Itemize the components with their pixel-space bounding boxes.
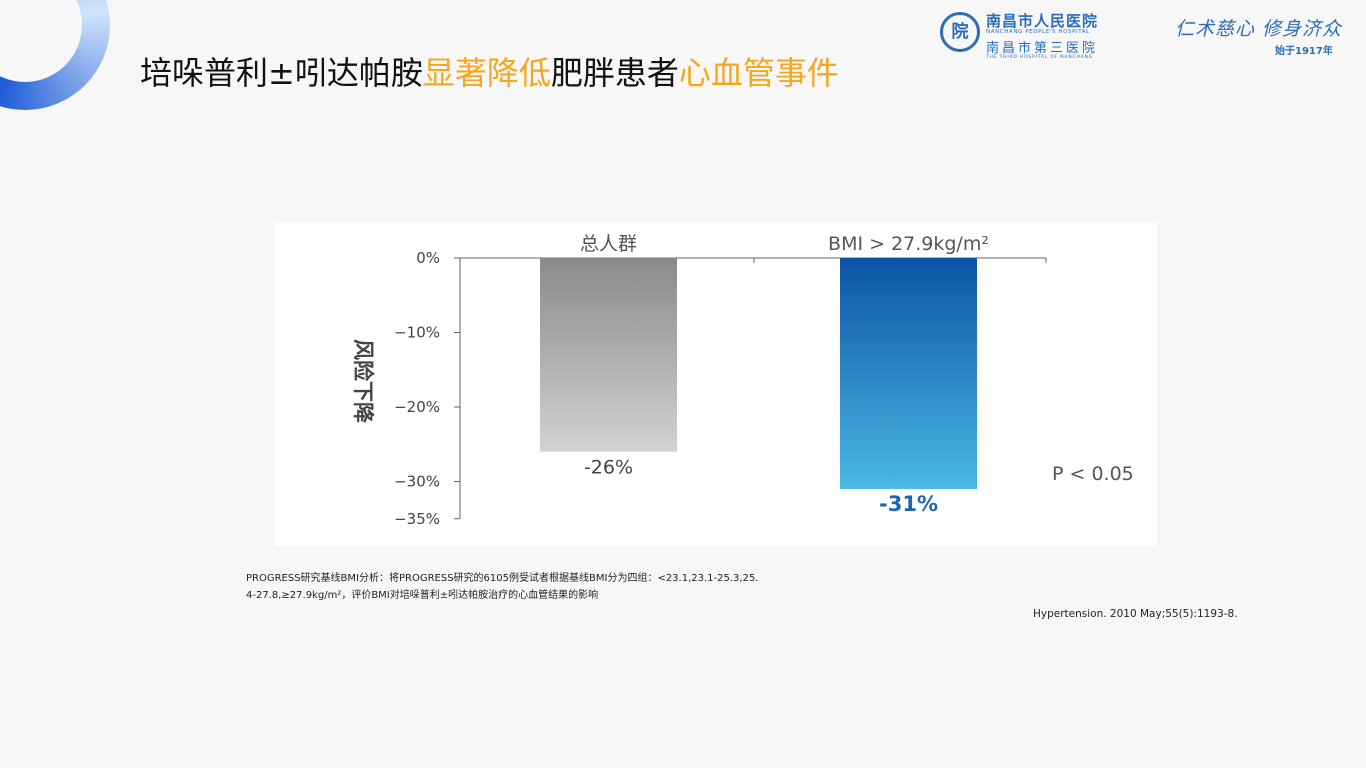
chart-panel: 0% −10% −20% −30% −35% 风险下降 总人群 -26% BMI > 27.9k…	[274, 223, 1157, 546]
footnote-line-2: 4-27.8,≥27.9kg/m²，评价BMI对培哚普利±吲达帕胺治疗的心血管结…	[246, 590, 599, 601]
footnote: PROGRESS研究基线BMI分析：将PROGRESS研究的6105例受试者根据…	[246, 570, 806, 604]
footnote-line-1: PROGRESS研究基线BMI分析：将PROGRESS研究的6105例受试者根据…	[246, 573, 759, 584]
p-value-annotation: P < 0.05	[1052, 463, 1134, 485]
category-label: 总人群	[580, 233, 637, 255]
bar	[540, 258, 677, 452]
y-tick-label: −35%	[394, 510, 440, 528]
since-year: 始于1917年	[1275, 46, 1333, 57]
y-axis-label: 风险下降	[351, 339, 375, 424]
logo-name-cn-secondary: 南昌市第三医院	[986, 41, 1099, 56]
hospital-emblem-icon: 院	[940, 12, 980, 52]
bar	[840, 258, 977, 489]
title-part-1: 显著降低	[422, 54, 551, 92]
logo-name-en: NANCHANG PEOPLE'S HOSPITAL	[986, 29, 1090, 35]
reference-citation: Hypertension. 2010 May;55(5):1193-8.	[1033, 608, 1238, 620]
decorative-ring	[0, 0, 110, 110]
data-label: -26%	[584, 457, 633, 479]
y-tick-label: 0%	[416, 249, 440, 267]
title-part-2: 肥胖患者	[550, 54, 679, 92]
y-tick-label: −10%	[394, 324, 440, 342]
y-tick-label: −30%	[394, 473, 440, 491]
bar-chart: 0% −10% −20% −30% −35% 风险下降 总人群 -26% BMI > 27.9k…	[351, 233, 1134, 528]
y-tick-label: −20%	[394, 398, 440, 416]
title-part-3: 心血管事件	[678, 54, 839, 92]
title-part-0: 培哚普利±吲达帕胺	[140, 54, 423, 92]
data-label: -31%	[879, 492, 938, 516]
logo-name-cn: 南昌市人民医院	[986, 12, 1099, 30]
slide-title: 培哚普利±吲达帕胺显著降低肥胖患者心血管事件	[140, 48, 839, 94]
logo-name-en-secondary: THE THIRD HOSPITAL OF NANCHANG	[986, 55, 1093, 60]
hospital-logo: 院 南昌市人民医院 NANCHANG PEOPLE'S HOSPITAL 南昌市…	[940, 10, 1140, 60]
hospital-motto: 仁术慈心 修身济众	[1175, 18, 1343, 40]
category-label: BMI > 27.9kg/m²	[828, 233, 989, 255]
